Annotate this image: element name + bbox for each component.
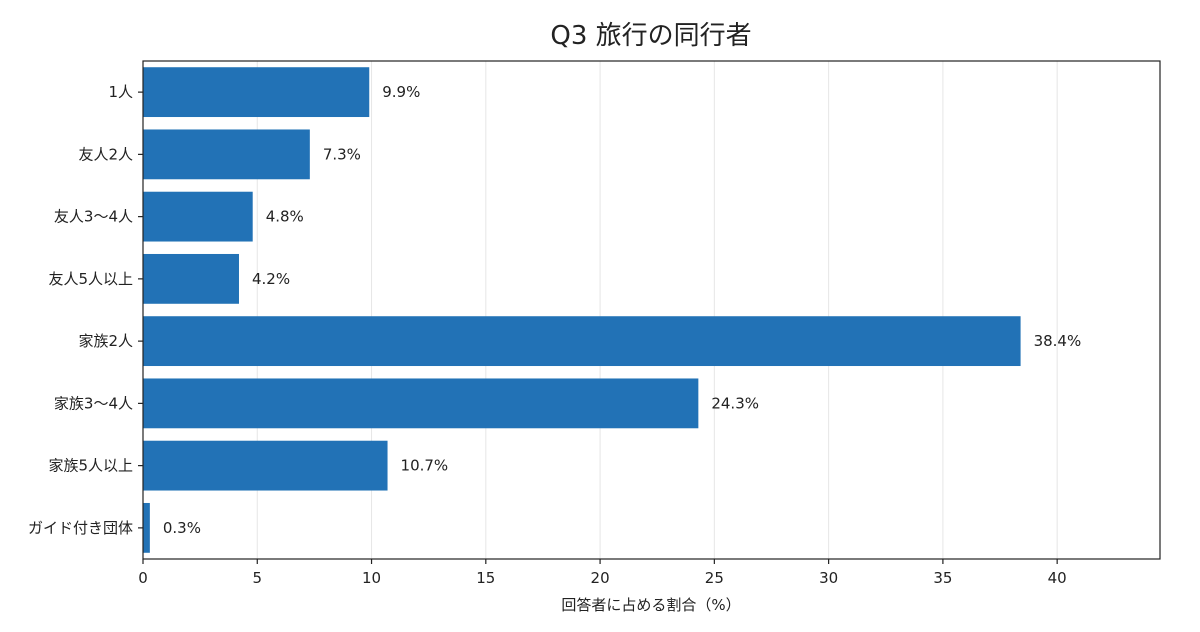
data-label-7: 0.3% xyxy=(163,519,201,537)
data-label-2: 4.8% xyxy=(266,208,304,226)
x-axis: 0 5 10 15 20 25 30 35 40 xyxy=(138,559,1067,587)
y-tick-label-7: ガイド付き団体 xyxy=(28,519,133,537)
x-tick-label-5: 25 xyxy=(705,569,724,587)
data-label-4: 38.4% xyxy=(1034,332,1082,350)
bar-4 xyxy=(143,316,1021,367)
bar-1 xyxy=(143,129,310,180)
data-label-3: 4.2% xyxy=(252,270,290,288)
bar-5 xyxy=(143,378,699,429)
bar-3 xyxy=(143,253,239,304)
x-tick-label-0: 0 xyxy=(138,569,148,587)
x-tick-label-6: 30 xyxy=(819,569,838,587)
y-tick-label-6: 家族5人以上 xyxy=(48,457,133,475)
x-tick-label-1: 5 xyxy=(252,569,262,587)
data-label-0: 9.9% xyxy=(382,83,420,101)
y-axis: 1人友人2人友人3〜4人友人5人以上家族2人家族3〜4人家族5人以上ガイド付き団… xyxy=(28,83,143,537)
y-tick-label-0: 1人 xyxy=(108,83,133,101)
x-tick-label-8: 40 xyxy=(1048,569,1067,587)
x-tick-label-7: 35 xyxy=(933,569,952,587)
plot-frame xyxy=(142,60,1161,560)
y-tick-label-2: 友人3〜4人 xyxy=(54,208,133,226)
bar-7 xyxy=(143,502,150,553)
data-labels: 9.9% 7.3% 4.8% 4.2% 38.4% 24.3% 10.7% 0.3% xyxy=(163,83,1081,537)
bar-0 xyxy=(143,67,370,118)
y-tick-label-3: 友人5人以上 xyxy=(48,270,133,288)
y-tick-label-4: 家族2人 xyxy=(78,332,133,350)
chart-title: Q3 旅行の同行者 xyxy=(550,21,751,51)
x-tick-label-3: 15 xyxy=(476,569,495,587)
y-tick-label-5: 家族3〜4人 xyxy=(54,394,133,412)
x-tick-label-2: 10 xyxy=(362,569,381,587)
bar-6 xyxy=(143,440,388,491)
data-label-5: 24.3% xyxy=(711,394,759,412)
x-axis-label: 回答者に占める割合（%） xyxy=(561,596,740,614)
y-tick-label-1: 友人2人 xyxy=(78,145,133,163)
data-label-6: 10.7% xyxy=(401,457,449,475)
data-label-1: 7.3% xyxy=(323,145,361,163)
bars xyxy=(143,67,1021,553)
x-tick-label-4: 20 xyxy=(591,569,610,587)
bar-2 xyxy=(143,191,253,242)
